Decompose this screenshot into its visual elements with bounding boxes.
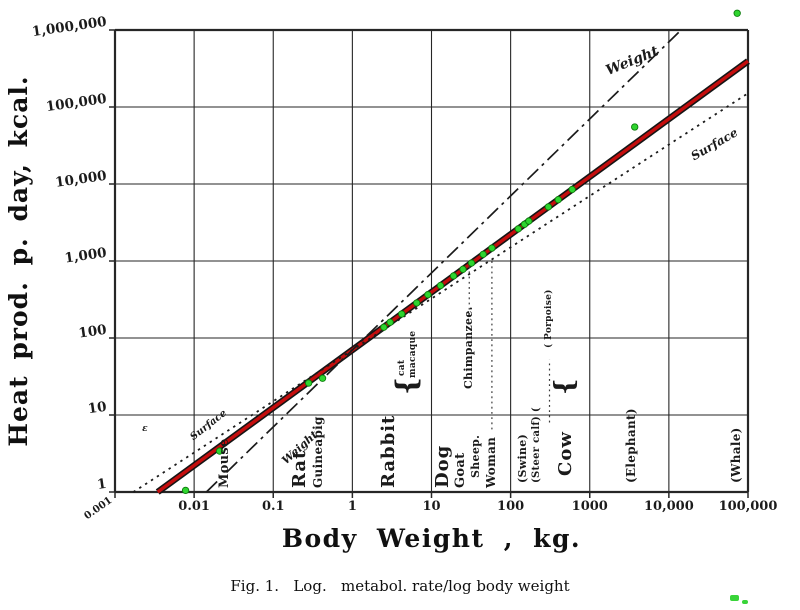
point-cow-3 — [568, 185, 576, 194]
point-mouse-small — [181, 486, 190, 495]
point-dog-4 — [449, 272, 458, 280]
weight-line — [205, 29, 682, 493]
scan-artifact — [742, 600, 748, 604]
point-cat — [386, 318, 394, 326]
point-cow-2 — [554, 196, 562, 204]
point-porpoise — [525, 217, 533, 225]
scan-artifact — [730, 595, 739, 601]
point-rat — [304, 379, 313, 387]
point-sheep — [479, 250, 487, 259]
point-mouse — [215, 447, 224, 455]
point-dog-2 — [424, 291, 432, 299]
point-elephant — [631, 123, 639, 131]
point-goat — [459, 265, 467, 273]
point-whale — [733, 9, 741, 17]
surface-line — [132, 92, 749, 493]
point-rabbit — [380, 323, 388, 331]
point-dog-3 — [436, 281, 445, 290]
point-cow-1 — [544, 203, 553, 211]
point-woman — [488, 244, 496, 252]
point-guinea-pig — [318, 374, 327, 382]
point-dog-1 — [413, 299, 421, 307]
point-macaque — [398, 310, 406, 318]
point-swine — [514, 225, 522, 233]
point-chimpanzee — [467, 259, 476, 267]
x-axis-title: Body Weight , kg. — [281, 524, 582, 553]
y-axis-title: Heat prod. p. day, kcal. — [4, 75, 33, 447]
figure-caption: Fig. 1. Log. metabol. rate/log body weig… — [230, 577, 570, 595]
